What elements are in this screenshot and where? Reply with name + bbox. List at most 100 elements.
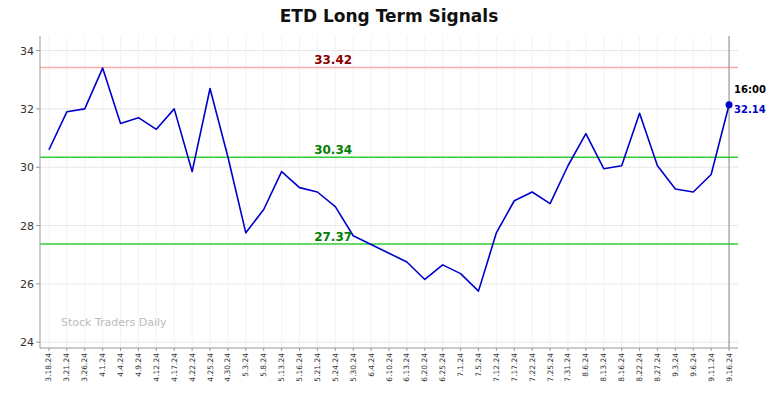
x-tick-label: 8.22.24 [635, 353, 644, 382]
chart: Stock Traders Daily2426283032343.18.243.… [0, 0, 784, 398]
grid-line [210, 36, 211, 348]
x-tick [156, 348, 157, 351]
y-tick [36, 50, 40, 51]
x-tick [406, 348, 407, 351]
x-tick [84, 348, 85, 351]
x-tick-label: 7.25.24 [546, 353, 555, 382]
grid-line [84, 36, 85, 348]
x-tick-label: 3.18.24 [44, 353, 53, 382]
last-point [726, 101, 733, 108]
last-point-line [729, 36, 730, 348]
x-tick-label: 7.17.24 [510, 353, 519, 382]
x-tick [174, 348, 175, 351]
grid-line [550, 36, 551, 348]
grid-line [639, 36, 640, 348]
x-tick [711, 348, 712, 351]
x-tick-label: 5.8.24 [259, 353, 268, 377]
x-tick [389, 348, 390, 351]
x-tick [693, 348, 694, 351]
y-tick-label: 26 [20, 278, 34, 291]
x-tick [442, 348, 443, 351]
x-tick-label: 8.27.24 [653, 353, 662, 382]
x-tick [496, 348, 497, 351]
grid-line [335, 36, 336, 348]
grid-line [711, 36, 712, 348]
x-tick [138, 348, 139, 351]
x-tick [621, 348, 622, 351]
grid-line [442, 36, 443, 348]
y-tick [36, 342, 40, 343]
grid-line [227, 36, 228, 348]
x-tick-label: 3.26.24 [80, 353, 89, 382]
x-tick-label: 3.21.24 [62, 353, 71, 382]
x-tick [424, 348, 425, 351]
grid-line [675, 36, 676, 348]
signal-label: 30.34 [314, 143, 352, 157]
x-tick [460, 348, 461, 351]
grid-line [299, 36, 300, 348]
x-tick [657, 348, 658, 351]
x-tick-label: 8.16.24 [617, 353, 626, 382]
grid-line [621, 36, 622, 348]
title: ETD Long Term Signals [280, 6, 499, 26]
x-tick-label: 6.13.24 [402, 353, 411, 382]
x-tick-label: 7.31.24 [563, 353, 572, 382]
x-tick-label: 5.16.24 [295, 353, 304, 382]
x-tick [48, 348, 49, 351]
x-tick-label: 9.3.24 [671, 353, 680, 377]
grid-line [174, 36, 175, 348]
grid-line [66, 36, 67, 348]
x-tick-label: 6.4.24 [367, 353, 376, 377]
x-tick-label: 9.6.24 [689, 353, 698, 377]
x-tick [371, 348, 372, 351]
y-tick-label: 30 [20, 161, 34, 174]
grid-line [406, 36, 407, 348]
grid-line [353, 36, 354, 348]
x-tick [227, 348, 228, 351]
x-tick-label: 7.12.24 [492, 353, 501, 382]
price-line [49, 68, 729, 291]
x-tick-label: 4.22.24 [188, 353, 197, 382]
y-axis [40, 36, 41, 348]
x-tick-label: 4.4.24 [116, 353, 125, 377]
x-tick-label: 7.1.24 [456, 353, 465, 377]
x-tick [335, 348, 336, 351]
x-tick [550, 348, 551, 351]
x-tick-label: 4.1.24 [98, 353, 107, 377]
x-tick [245, 348, 246, 351]
x-tick-label: 6.20.24 [420, 353, 429, 382]
grid-line [245, 36, 246, 348]
y-tick [36, 167, 40, 168]
x-tick [317, 348, 318, 351]
x-tick [299, 348, 300, 351]
y-tick-label: 24 [20, 336, 34, 349]
x-tick-label: 6.25.24 [438, 353, 447, 382]
x-tick-label: 5.21.24 [313, 353, 322, 382]
x-tick [66, 348, 67, 351]
grid-line [263, 36, 264, 348]
x-tick [603, 348, 604, 351]
x-tick [514, 348, 515, 351]
grid-line [514, 36, 515, 348]
grid-line [120, 36, 121, 348]
grid-line [657, 36, 658, 348]
signal-line [40, 67, 738, 69]
x-tick [639, 348, 640, 351]
x-tick-label: 9.11.24 [707, 353, 716, 382]
grid-line [585, 36, 586, 348]
y-tick-label: 34 [20, 45, 34, 58]
x-tick-label: 4.12.24 [152, 353, 161, 382]
x-tick [585, 348, 586, 351]
last-price-label: 32.14 [734, 104, 766, 115]
grid-line [389, 36, 390, 348]
y-tick [36, 283, 40, 284]
x-tick-label: 4.25.24 [206, 353, 215, 382]
x-tick-label: 7.22.24 [528, 353, 537, 382]
grid-line [48, 36, 49, 348]
grid-line [729, 36, 730, 348]
y-tick-label: 28 [20, 220, 34, 233]
grid-line [603, 36, 604, 348]
x-tick-label: 5.3.24 [241, 353, 250, 377]
grid-line [496, 36, 497, 348]
last-time-label: 16:00 [734, 84, 766, 95]
